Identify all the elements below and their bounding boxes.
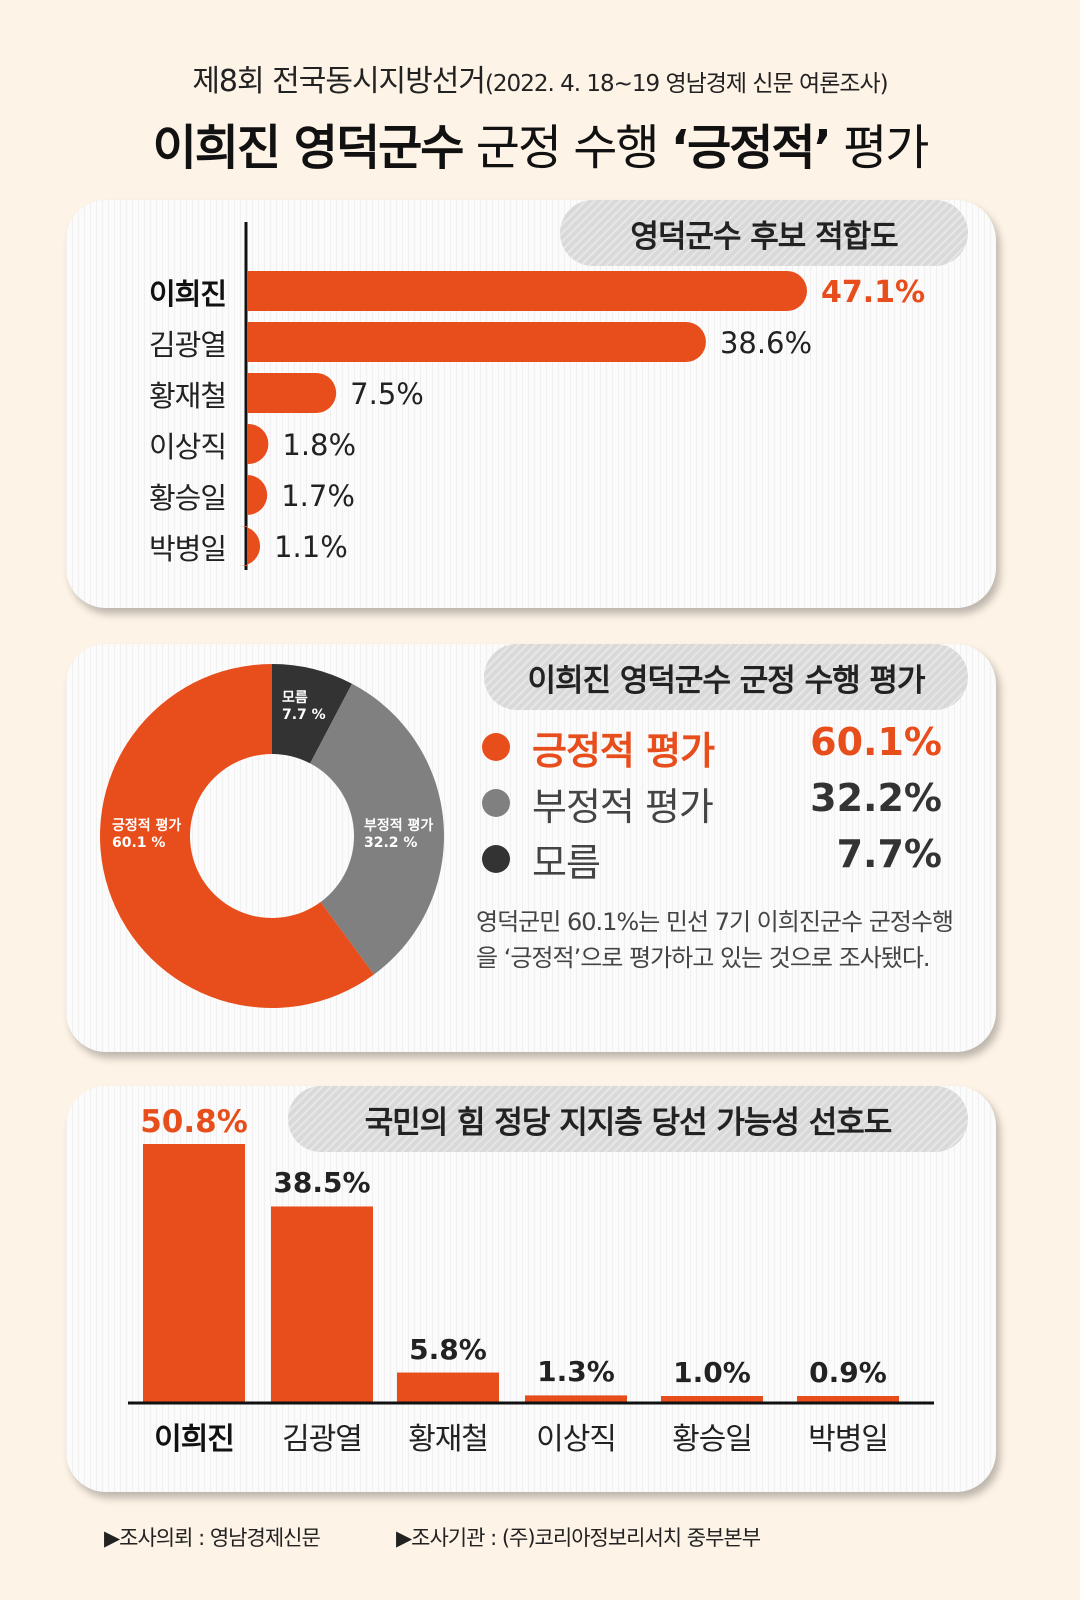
legend-dot-positive — [482, 733, 510, 761]
vbar-category-item-5: 황승일 — [672, 1422, 753, 1457]
title-end: 평가 — [829, 120, 929, 176]
hbar-category-item-4: 이상직 — [148, 430, 227, 464]
hbar-item-3 — [247, 373, 337, 413]
hbar-category-item-2: 김광열 — [148, 328, 227, 362]
hbar-category-item-5: 황승일 — [148, 481, 227, 515]
vbar-category-item-4: 이상직 — [536, 1422, 617, 1457]
hbar-value-item-4: 1.8% — [282, 428, 356, 462]
vbar-value-item-4: 1.3% — [537, 1355, 615, 1389]
hbar-category-item-6: 박병일 — [148, 532, 227, 566]
donut-slice-item-1 — [100, 664, 374, 1008]
vbar-value-item-5: 1.0% — [673, 1356, 751, 1389]
candidate-fitness-panel: 영덕군수 후보 적합도 47.1% 38.6% 7.5% 1.8% 1.7% 1.1% 이… — [66, 200, 996, 608]
legend-row-negative: 부정적 평가 32.2% — [482, 776, 942, 829]
donut-label-unknown-value: 7.7 % — [282, 707, 326, 723]
vbar-item-5 — [661, 1396, 763, 1402]
footer-agency: ▶조사기관 : (주)코리아정보리서치 중부본부 — [396, 1526, 761, 1550]
hbar-value-item-1: 47.1% — [821, 275, 925, 310]
vbar-value-item-2: 38.5% — [273, 1166, 371, 1200]
vbar-value-item-1: 50.8% — [140, 1104, 248, 1140]
donut-label-negative: 부정적 평가 32.2 % — [364, 818, 433, 852]
vbar-item-1 — [143, 1144, 245, 1402]
vbar-item-3 — [397, 1372, 499, 1402]
title-mid: 군정 수행 — [462, 120, 671, 176]
hbar-value-item-5: 1.7% — [281, 479, 355, 513]
vbar-category-item-2: 김광열 — [282, 1422, 363, 1457]
donut-label-unknown-name: 모름 — [282, 690, 308, 706]
page-title: 이희진 영덕군수 군정 수행 ‘긍정적’ 평가 — [0, 108, 1080, 178]
legend-value-unknown: 7.7% — [836, 832, 942, 876]
footer-client: ▶조사의뢰 : 영남경제신문 — [104, 1526, 321, 1550]
vbar-category-item-6: 박병일 — [808, 1422, 889, 1457]
hbar-item-5 — [247, 475, 268, 515]
donut-label-positive-name: 긍정적 평가 — [112, 818, 182, 834]
hbar-value-item-6: 1.1% — [274, 530, 348, 564]
summary-note: 영덕군민 60.1%는 민선 7기 이희진군수 군정수행을 ‘긍정적’으로 평가… — [476, 908, 954, 972]
donut-label-positive-value: 60.1 % — [112, 835, 166, 851]
hbar-value-item-2: 38.6% — [720, 326, 812, 360]
legend-name-unknown: 모름 — [532, 841, 601, 885]
title-quote: ‘긍정적’ — [670, 120, 832, 176]
hbar-item-2 — [247, 322, 706, 362]
performance-donut-chart — [100, 664, 445, 1008]
legend-name-negative: 부정적 평가 — [532, 785, 714, 829]
performance-rating-title: 이희진 영덕군수 군정 수행 평가 — [484, 644, 968, 710]
donut-label-unknown: 모름 7.7 % — [282, 690, 326, 724]
candidate-fitness-chart: 47.1% 38.6% 7.5% 1.8% 1.7% 1.1% — [240, 222, 925, 570]
donut-label-negative-value: 32.2 % — [364, 835, 418, 851]
party-preference-panel: 국민의 힘 정당 지지층 당선 가능성 선호도 50.8% 이희진 38.5% 김광열… — [66, 1086, 996, 1492]
header-subtitle: 제8회 전국동시지방선거(2022. 4. 18~19 영남경제 신문 여론조사… — [0, 56, 1080, 100]
party-preference-chart — [128, 1144, 934, 1405]
vbar-item-4 — [525, 1395, 627, 1402]
hbar-item-6 — [240, 526, 261, 566]
legend-dot-unknown — [482, 845, 510, 873]
donut-label-negative-name: 부정적 평가 — [364, 818, 434, 834]
vbar-item-2 — [271, 1206, 373, 1402]
subtitle-detail: (2022. 4. 18~19 영남경제 신문 여론조사) — [484, 71, 889, 97]
hbar-value-item-3: 7.5% — [350, 377, 424, 411]
donut-label-positive: 긍정적 평가 60.1 % — [112, 818, 181, 852]
donut-slice-item-3 — [272, 664, 353, 764]
title-bold: 이희진 영덕군수 — [152, 120, 465, 176]
legend-name-positive: 긍정적 평가 — [532, 729, 715, 773]
party-preference-title: 국민의 힘 정당 지지층 당선 가능성 선호도 — [288, 1086, 968, 1152]
vbar-category-item-3: 황재철 — [408, 1422, 489, 1457]
legend-value-negative: 32.2% — [810, 776, 942, 820]
performance-rating-panel: 이희진 영덕군수 군정 수행 평가 긍정적 평가 60.1 % 부정적 평가 3… — [66, 644, 996, 1052]
donut-slice-item-2 — [310, 683, 445, 975]
legend-row-positive: 긍정적 평가 60.1% — [482, 720, 942, 773]
vbar-value-item-6: 0.9% — [809, 1356, 887, 1389]
vbar-value-item-3: 5.8% — [409, 1332, 487, 1366]
legend-value-positive: 60.1% — [810, 720, 942, 764]
vbar-category-item-1: 이희진 — [154, 1422, 235, 1457]
hbar-item-1 — [247, 271, 807, 311]
legend-row-unknown: 모름 7.7% — [482, 832, 942, 885]
vbar-item-6 — [797, 1396, 899, 1402]
hbar-item-4 — [247, 424, 269, 464]
hbar-category-item-3: 황재철 — [148, 379, 227, 413]
candidate-fitness-title: 영덕군수 후보 적합도 — [560, 200, 968, 266]
hbar-category-item-1: 이희진 — [148, 277, 227, 311]
legend-dot-negative — [482, 789, 510, 817]
subtitle-main: 제8회 전국동시지방선거 — [192, 64, 486, 99]
